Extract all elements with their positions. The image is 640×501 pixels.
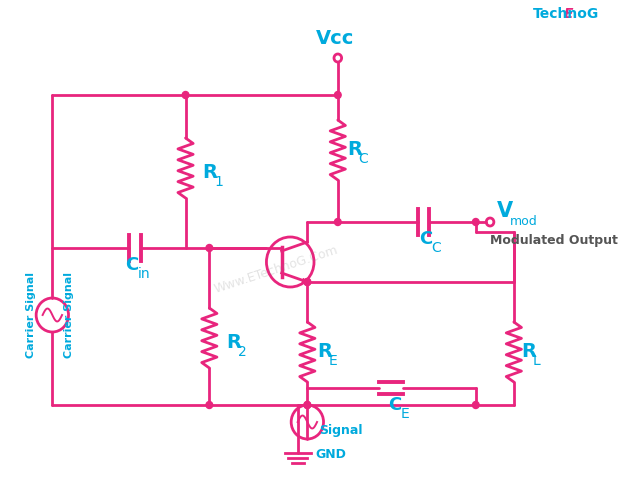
Text: Carrier Signal: Carrier Signal (64, 272, 74, 358)
Text: Carrier Signal: Carrier Signal (26, 272, 36, 358)
Text: Signal: Signal (319, 424, 362, 437)
Text: TechnoG: TechnoG (533, 7, 600, 21)
Text: mod: mod (510, 215, 538, 228)
Circle shape (304, 401, 310, 408)
Circle shape (304, 279, 310, 286)
Circle shape (335, 92, 341, 99)
Text: 2: 2 (238, 345, 246, 359)
Circle shape (206, 401, 212, 408)
Text: GND: GND (315, 448, 346, 461)
Text: V: V (497, 201, 513, 221)
Circle shape (304, 279, 310, 286)
Text: L: L (533, 354, 541, 368)
Text: C: C (419, 230, 432, 248)
Text: C: C (431, 241, 441, 255)
Text: R: R (227, 333, 241, 352)
Text: in: in (138, 267, 150, 281)
Text: C: C (388, 396, 401, 414)
Text: R: R (317, 342, 332, 361)
Circle shape (472, 218, 479, 225)
Text: R: R (348, 140, 362, 159)
Circle shape (335, 218, 341, 225)
Text: R: R (522, 342, 536, 361)
Text: E: E (563, 7, 573, 21)
Text: R: R (203, 163, 218, 182)
Text: E: E (401, 407, 410, 421)
Text: 1: 1 (214, 175, 223, 189)
Text: C: C (125, 256, 139, 274)
Circle shape (304, 401, 310, 408)
Text: C: C (359, 152, 369, 166)
Text: E: E (328, 354, 337, 368)
Text: Www.ETechnoG.Com: Www.ETechnoG.Com (212, 244, 340, 296)
Text: Vcc: Vcc (316, 29, 354, 48)
Text: Modulated Output: Modulated Output (490, 234, 618, 247)
Circle shape (472, 401, 479, 408)
Circle shape (182, 92, 189, 99)
Circle shape (206, 244, 212, 252)
